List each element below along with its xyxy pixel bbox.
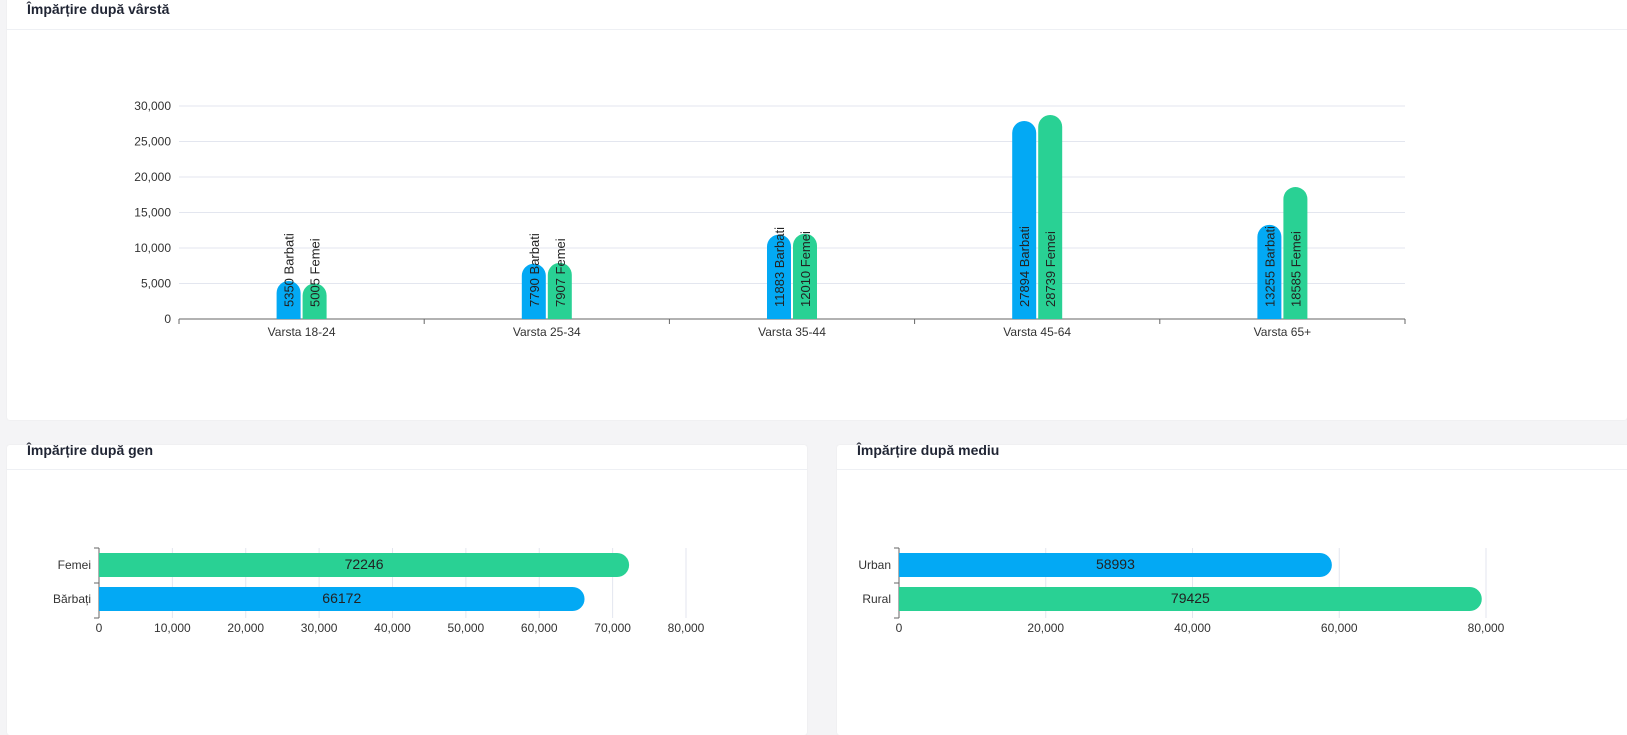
- bar-data-label: 27894 Barbati: [1017, 226, 1032, 307]
- gender-chart-title: Împărțire după gen: [27, 442, 154, 458]
- bar-barbati: [1012, 120, 1037, 319]
- gender-bar-chart: 0 10,000 20,000 30,000 40,000 50,000 60,000 70,…: [53, 547, 705, 635]
- bar-data-label: 79425: [1171, 590, 1210, 606]
- bar-data-label: 7907 Femei: [553, 238, 568, 307]
- bar-barbati: [276, 281, 301, 319]
- age-bar-chart: 0 5,000 10,000 15,000 20,000 25,000 30,000 Vars…: [134, 99, 1406, 339]
- y-tick-label: 10,000: [134, 241, 171, 255]
- x-tick-label: 60,000: [521, 621, 558, 635]
- bar-barbati: [521, 263, 546, 319]
- y-tick-label: Femei: [58, 558, 91, 572]
- card-divider: [837, 469, 1627, 470]
- x-tick-label: 40,000: [1174, 621, 1211, 635]
- bar: [99, 553, 630, 577]
- card-divider: [7, 29, 1627, 30]
- environment-chart-card: Împărțire după mediu 0 20,000 40,000 60,000…: [837, 442, 1627, 735]
- y-tick-label: 5,000: [141, 277, 171, 291]
- bar: [899, 587, 1482, 611]
- bar-data-label: 13255 Barbati: [1262, 226, 1277, 307]
- x-tick-label: Varsta 25-34: [513, 325, 581, 339]
- x-tick-label: 80,000: [1468, 621, 1505, 635]
- x-tick-label: 20,000: [1027, 621, 1064, 635]
- bar-femei: [547, 262, 572, 319]
- bar-data-label: 12010 Femei: [798, 231, 813, 307]
- bar-barbati: [767, 234, 791, 319]
- bar-femei: [1038, 114, 1063, 319]
- bar-femei: [302, 283, 327, 319]
- bar-data-label: 5005 Femei: [308, 238, 323, 307]
- bar: [899, 553, 1332, 577]
- gender-chart-card: Împărțire după gen 0 10,000 20,000 30,000 40…: [7, 442, 807, 735]
- y-tick-label: Urban: [858, 558, 891, 572]
- bar-data-label: 58993: [1096, 556, 1135, 572]
- y-tick-label: 25,000: [134, 135, 171, 149]
- x-tick-label: 50,000: [448, 621, 485, 635]
- x-tick-label: 40,000: [374, 621, 411, 635]
- environment-bar-chart: 0 20,000 40,000 60,000 80,000 Urban 58993 Rural…: [858, 547, 1505, 635]
- x-tick-label: 70,000: [594, 621, 631, 635]
- card-divider: [7, 469, 807, 470]
- bar-data-label: 11883 Barbati: [772, 227, 787, 307]
- bar-data-label: 18585 Femei: [1288, 231, 1303, 307]
- x-tick-label: Varsta 35-44: [758, 325, 826, 339]
- bar-barbati: [1257, 224, 1282, 319]
- x-tick-label: 30,000: [301, 621, 338, 635]
- x-tick-label: 20,000: [227, 621, 264, 635]
- y-tick-label: 30,000: [134, 99, 171, 113]
- bar: [99, 587, 585, 611]
- x-tick-label: Varsta 65+: [1254, 325, 1311, 339]
- y-tick-label: 15,000: [134, 206, 171, 220]
- x-tick-label: Varsta 18-24: [268, 325, 336, 339]
- bar-data-label: 5350 Barbati: [282, 233, 297, 307]
- x-tick-label: 80,000: [668, 621, 705, 635]
- y-tick-label: Bărbați: [53, 592, 91, 606]
- bar-data-label: 72246: [345, 556, 384, 572]
- x-tick-label: 10,000: [154, 621, 191, 635]
- y-tick-label: 20,000: [134, 170, 171, 184]
- y-tick-label: 0: [164, 312, 171, 326]
- x-tick-label: 0: [896, 621, 903, 635]
- x-tick-label: Varsta 45-64: [1003, 325, 1071, 339]
- age-chart-title: Împărțire după vârstă: [27, 1, 170, 17]
- x-tick-label: 60,000: [1321, 621, 1358, 635]
- environment-chart-title: Împărțire după mediu: [857, 442, 1000, 458]
- y-tick-label: Rural: [862, 592, 891, 606]
- age-chart-card: Împărțire după vârstă 0 5,000 10,000 15,000…: [7, 0, 1627, 420]
- bar-data-label: 66172: [322, 590, 361, 606]
- bar-femei: [793, 233, 817, 319]
- bar-data-label: 7790 Barbati: [527, 233, 542, 307]
- bar-femei: [1283, 187, 1308, 319]
- bar-data-label: 28739 Femei: [1043, 231, 1058, 307]
- x-tick-label: 0: [96, 621, 103, 635]
